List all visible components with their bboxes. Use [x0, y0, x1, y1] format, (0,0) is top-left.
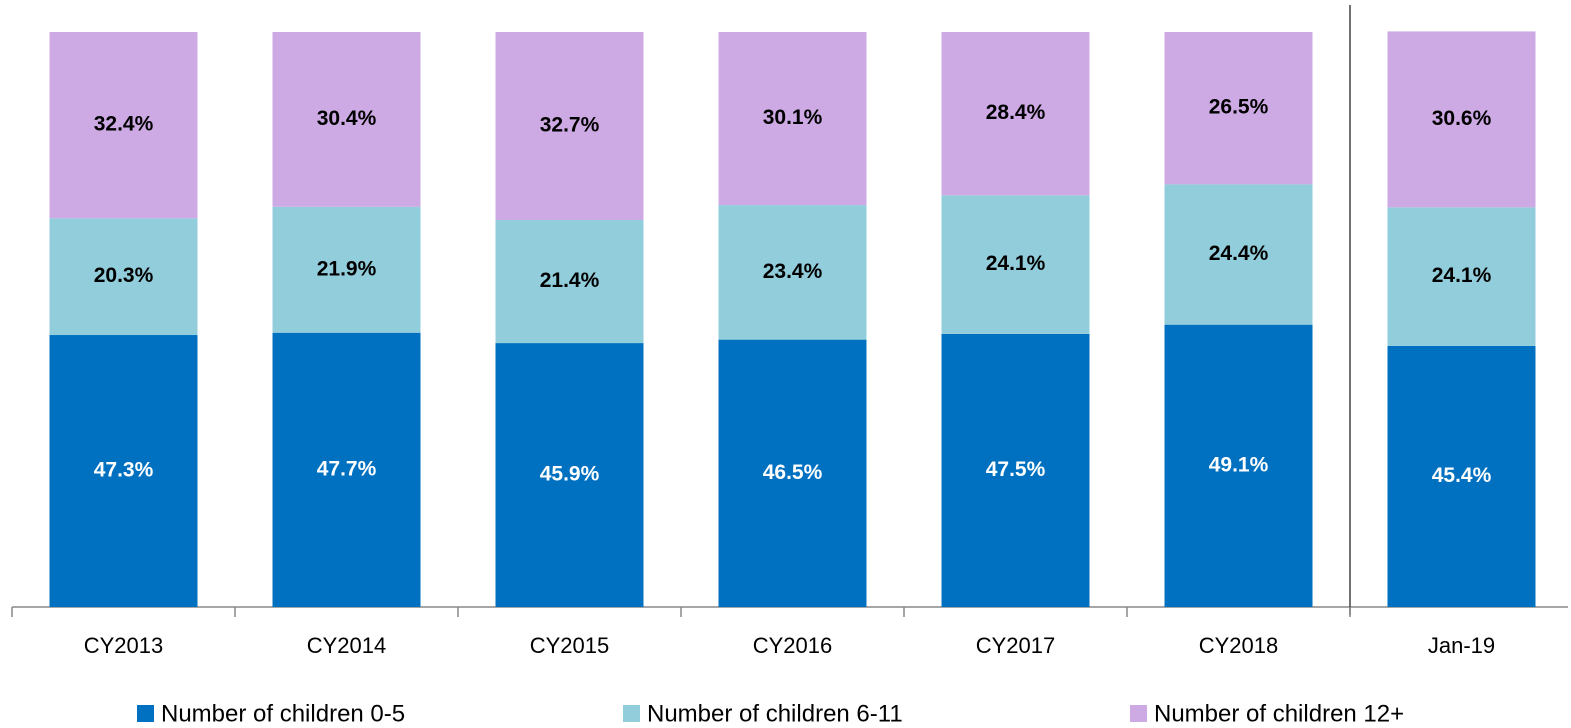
legend-swatch: [623, 705, 640, 722]
bar-segment: [1164, 184, 1313, 325]
data-label: 28.4%: [986, 101, 1046, 124]
data-label: 23.4%: [763, 260, 823, 283]
data-label: 47.5%: [986, 458, 1046, 481]
data-label: 21.9%: [317, 257, 377, 280]
x-tick-label: CY2014: [307, 633, 387, 658]
data-label: 32.7%: [540, 114, 600, 137]
bar-segment: [1387, 207, 1536, 346]
bar-segment: [495, 343, 644, 607]
data-label: 49.1%: [1209, 453, 1269, 476]
legend-label: Number of children 0-5: [161, 700, 405, 727]
data-label: 45.9%: [540, 463, 600, 486]
data-label: 47.3%: [94, 459, 154, 482]
bar-segment: [1387, 31, 1536, 208]
bar-segment: [1164, 32, 1313, 185]
data-label: 46.5%: [763, 461, 823, 484]
bar-segment: [1387, 345, 1536, 607]
bar-segment: [718, 32, 867, 206]
data-label: 45.4%: [1432, 464, 1492, 487]
data-label: 24.1%: [986, 252, 1046, 275]
x-tick-label: CY2018: [1199, 633, 1279, 658]
legend-label: Number of children 6-11: [647, 700, 903, 727]
x-tick-label: CY2016: [753, 633, 833, 658]
bar-segment: [941, 333, 1090, 607]
data-label: 24.4%: [1209, 242, 1269, 265]
bar-segment: [1164, 324, 1313, 607]
bar-segment: [49, 335, 198, 607]
data-label: 21.4%: [540, 269, 600, 292]
legend-label: Number of children 12+: [1154, 700, 1404, 727]
data-label: 32.4%: [94, 113, 154, 136]
bar-segment: [272, 332, 421, 607]
bar-segment: [718, 339, 867, 607]
bar-segment: [495, 32, 644, 221]
data-label: 26.5%: [1209, 96, 1269, 119]
legend-swatch: [1130, 705, 1147, 722]
bar-segment: [941, 195, 1090, 334]
bar-segment: [49, 218, 198, 336]
data-label: 30.6%: [1432, 107, 1492, 130]
x-tick-label: Jan-19: [1428, 633, 1495, 658]
data-label: 30.1%: [763, 106, 823, 129]
bar-segment: [941, 32, 1090, 196]
bar-segment: [272, 206, 421, 333]
x-tick-label: CY2017: [976, 633, 1056, 658]
data-label: 24.1%: [1432, 264, 1492, 287]
x-tick-label: CY2013: [84, 633, 164, 658]
data-label: 47.7%: [317, 457, 377, 480]
data-label: 30.4%: [317, 107, 377, 130]
legend-swatch: [137, 705, 154, 722]
bar-segment: [272, 32, 421, 207]
data-label: 20.3%: [94, 264, 154, 287]
bar-segment: [49, 32, 198, 219]
bar-segment: [718, 205, 867, 340]
x-tick-label: CY2015: [530, 633, 610, 658]
bar-segment: [495, 220, 644, 344]
